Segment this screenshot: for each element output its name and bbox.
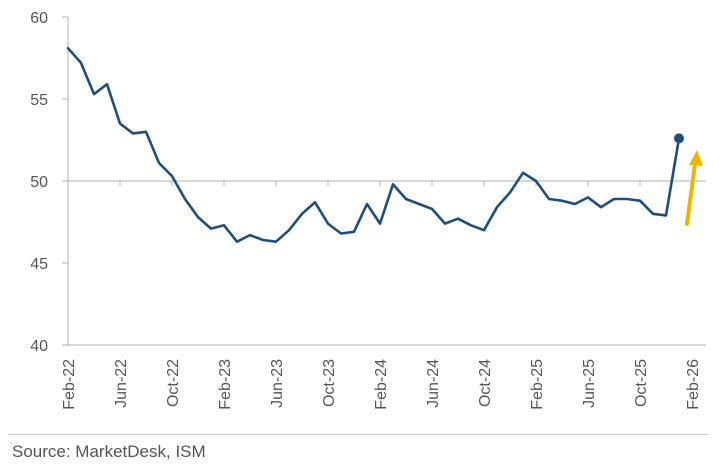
last-point-marker (674, 133, 684, 144)
x-tick-label: Oct-24 (477, 359, 494, 407)
line-chart: 40 45 50 55 60 Feb-22 Jun-22 Oct-22 Feb-23 Jun-2… (30, 10, 706, 410)
x-tick-label: Oct-22 (165, 359, 182, 407)
up-arrow-head (689, 150, 703, 166)
x-tick-label: Feb-25 (529, 359, 546, 410)
up-arrow-shaft (685, 162, 697, 226)
x-tick-label: Feb-23 (217, 359, 234, 410)
series-line (66, 46, 681, 243)
x-tick-label: Feb-22 (61, 359, 78, 410)
x-tick-label: Oct-23 (321, 359, 338, 407)
y-axis: 40 45 50 55 60 (30, 10, 69, 355)
source-note: Source: MarketDesk, ISM (12, 442, 206, 461)
x-tick-label: Jun-23 (269, 359, 286, 408)
y-tick-label: 55 (30, 92, 48, 109)
x-axis: Feb-22 Jun-22 Oct-22 Feb-23 Jun-23 Oct-23 Feb-… (61, 180, 706, 410)
x-tick-label: Oct-25 (633, 359, 650, 407)
series-layer (66, 46, 684, 243)
y-tick-label: 45 (30, 256, 48, 273)
x-tick-label: Feb-24 (373, 359, 390, 410)
x-tick-label: Feb-26 (685, 359, 702, 410)
y-tick-label: 50 (30, 174, 48, 191)
x-tick-label: Jun-22 (113, 359, 130, 408)
y-tick-label: 60 (30, 10, 48, 27)
annotation-layer (685, 150, 703, 226)
footer-divider (8, 434, 708, 435)
x-tick-label: Jun-24 (425, 359, 442, 408)
y-tick-label: 40 (30, 338, 48, 355)
x-tick-label: Jun-25 (581, 359, 598, 408)
